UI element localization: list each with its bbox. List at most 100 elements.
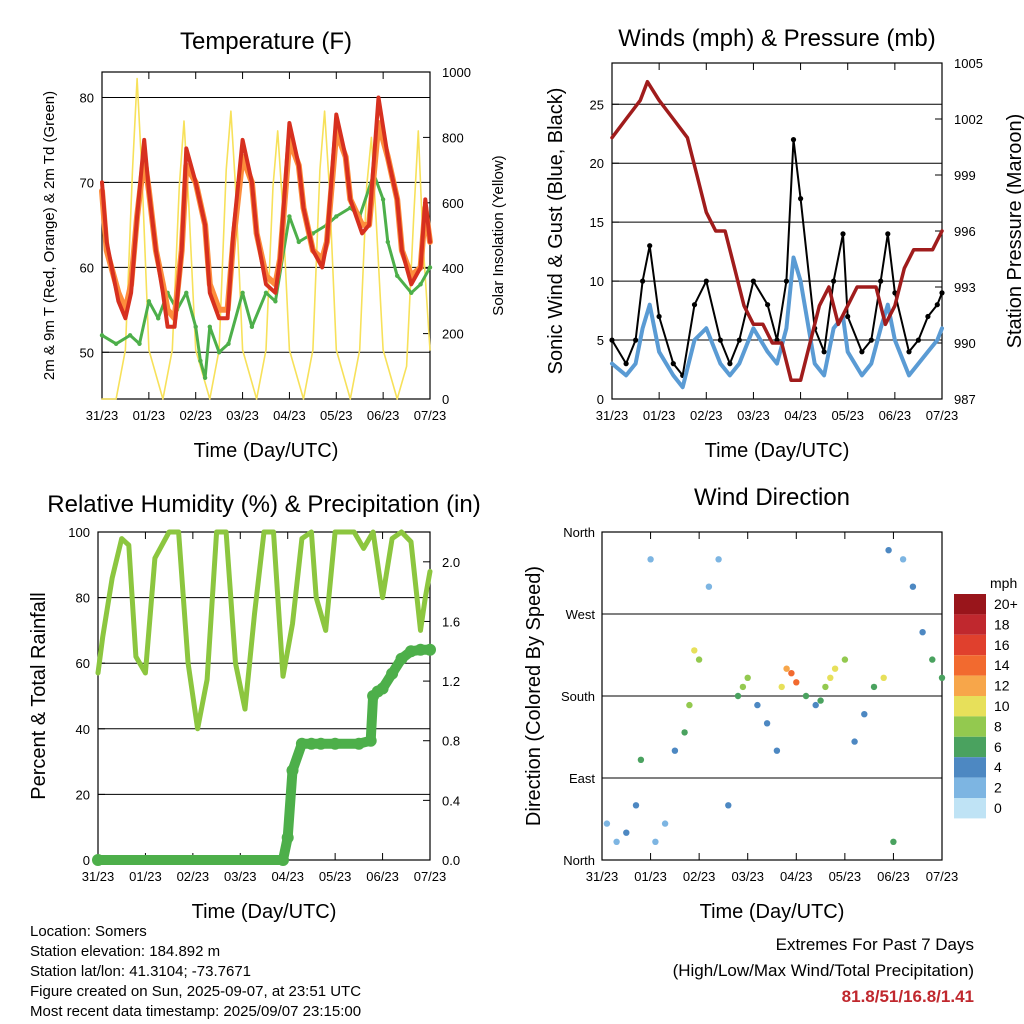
plot-frame bbox=[601, 531, 943, 861]
x-tick-label: 05/23 bbox=[831, 408, 864, 423]
y2-tick-label: 999 bbox=[954, 168, 976, 183]
y2-axis-label: Station Pressure (Maroon) bbox=[1004, 114, 1024, 349]
direction-point bbox=[861, 711, 868, 718]
direction-point bbox=[822, 683, 829, 691]
x-tick-label: 31/23 bbox=[86, 408, 119, 423]
y-tick-label: 60 bbox=[76, 656, 90, 671]
direction-point bbox=[812, 701, 819, 709]
direction-point bbox=[734, 692, 742, 700]
direction-point bbox=[686, 701, 693, 709]
y2-tick-label: 0 bbox=[442, 392, 449, 407]
x-tick-label: 06/23 bbox=[877, 869, 910, 884]
direction-point bbox=[661, 820, 669, 827]
dewpoint-point bbox=[287, 214, 292, 219]
direction-point bbox=[632, 802, 640, 809]
recent-data-text: Most recent data timestamp: 2025/09/07 2… bbox=[30, 1003, 362, 1020]
y-tick-label: West bbox=[566, 607, 596, 622]
direction-point bbox=[652, 838, 659, 845]
x-axis-label: Time (Day/UTC) bbox=[194, 440, 339, 462]
direction-point bbox=[899, 556, 907, 563]
y2-tick-label: 1002 bbox=[954, 112, 983, 127]
dewpoint-point bbox=[113, 341, 119, 346]
legend-label: 20+ bbox=[994, 596, 1018, 612]
y2-tick-label: 0.8 bbox=[442, 734, 460, 749]
direction-point bbox=[880, 674, 887, 681]
y-tick-label: North bbox=[563, 853, 595, 868]
x-tick-label: 06/23 bbox=[366, 869, 399, 884]
direction-point bbox=[827, 674, 834, 681]
y2-tick-label: 200 bbox=[442, 327, 464, 342]
dewpoint-point bbox=[240, 290, 245, 295]
y-tick-label: 20 bbox=[590, 156, 604, 171]
y-tick-label: 50 bbox=[80, 345, 94, 360]
direction-point bbox=[802, 692, 810, 700]
direction-point bbox=[773, 747, 781, 754]
legend-swatch bbox=[954, 696, 986, 717]
direction-point bbox=[890, 838, 897, 845]
legend-label: 16 bbox=[994, 637, 1010, 653]
precip-point bbox=[286, 764, 299, 777]
dewpoint-point bbox=[249, 324, 255, 329]
extremes-values: 81.8/51/16.8/1.41 bbox=[841, 987, 974, 1006]
x-tick-label: 31/23 bbox=[596, 408, 629, 423]
y-tick-label: 5 bbox=[597, 333, 604, 348]
legend-swatch bbox=[954, 736, 986, 758]
direction-point bbox=[783, 665, 790, 672]
x-tick-label: 02/23 bbox=[177, 869, 210, 884]
legend-swatch bbox=[954, 777, 986, 798]
legend-label: 2 bbox=[994, 780, 1002, 796]
direction-point bbox=[851, 738, 858, 745]
legend-label: 0 bbox=[994, 800, 1002, 816]
y2-tick-label: 987 bbox=[954, 392, 976, 407]
dewpoint-point bbox=[409, 290, 414, 295]
x-axis-label: Time (Day/UTC) bbox=[705, 440, 850, 462]
y-tick-label: 40 bbox=[76, 722, 90, 737]
y-tick-label: South bbox=[561, 689, 595, 704]
direction-point bbox=[929, 656, 936, 663]
dewpoint-point bbox=[273, 299, 278, 304]
y-tick-label: 0 bbox=[83, 853, 90, 868]
direction-point bbox=[885, 547, 892, 554]
x-tick-label: 03/23 bbox=[224, 869, 257, 884]
legend-label: 6 bbox=[994, 739, 1002, 755]
y-tick-label: 60 bbox=[80, 260, 94, 275]
x-tick-label: 05/23 bbox=[319, 869, 352, 884]
chart-title: Winds (mph) & Pressure (mb) bbox=[618, 25, 935, 52]
direction-point bbox=[909, 583, 917, 590]
dewpoint-point bbox=[137, 341, 142, 346]
y-tick-label: North bbox=[563, 525, 595, 540]
y2-tick-label: 1.2 bbox=[442, 674, 460, 689]
precip-point bbox=[364, 734, 377, 747]
precip-point bbox=[405, 645, 417, 658]
chart-title: Relative Humidity (%) & Precipitation (i… bbox=[47, 491, 480, 518]
solar-line bbox=[101, 77, 431, 400]
plot-frame bbox=[611, 62, 943, 400]
created-text: Figure created on Sun, 2025-09-07, at 23… bbox=[30, 983, 362, 1000]
dewpoint-point bbox=[184, 290, 189, 295]
y-axis-label: Sonic Wind & Gust (Blue, Black) bbox=[545, 88, 567, 375]
legend-swatch bbox=[954, 757, 986, 778]
y-tick-label: 70 bbox=[80, 175, 94, 190]
direction-point bbox=[725, 802, 732, 809]
legend-label: 14 bbox=[994, 657, 1010, 673]
direction-point bbox=[788, 670, 795, 677]
x-tick-label: 02/23 bbox=[683, 869, 716, 884]
y-tick-label: 15 bbox=[590, 215, 604, 230]
y-axis-label: Percent & Total Rainfall bbox=[28, 592, 50, 800]
dewpoint-point bbox=[207, 324, 212, 329]
dewpoint-point bbox=[427, 265, 433, 270]
x-tick-label: 02/23 bbox=[179, 408, 212, 423]
chart-title: Temperature (F) bbox=[180, 28, 352, 55]
direction-point bbox=[623, 829, 630, 836]
y2-tick-label: 1.6 bbox=[442, 614, 460, 629]
y-axis-label: Direction (Colored By Speed) bbox=[523, 566, 545, 826]
x-tick-label: 07/23 bbox=[414, 408, 447, 423]
precip-point bbox=[295, 737, 308, 750]
y2-tick-label: 400 bbox=[442, 261, 464, 276]
elevation-text: Station elevation: 184.892 m bbox=[30, 943, 221, 960]
x-tick-label: 07/23 bbox=[926, 869, 959, 884]
precip-point bbox=[329, 737, 342, 750]
y-tick-label: 0 bbox=[597, 392, 604, 407]
legend-label: 4 bbox=[994, 759, 1002, 775]
